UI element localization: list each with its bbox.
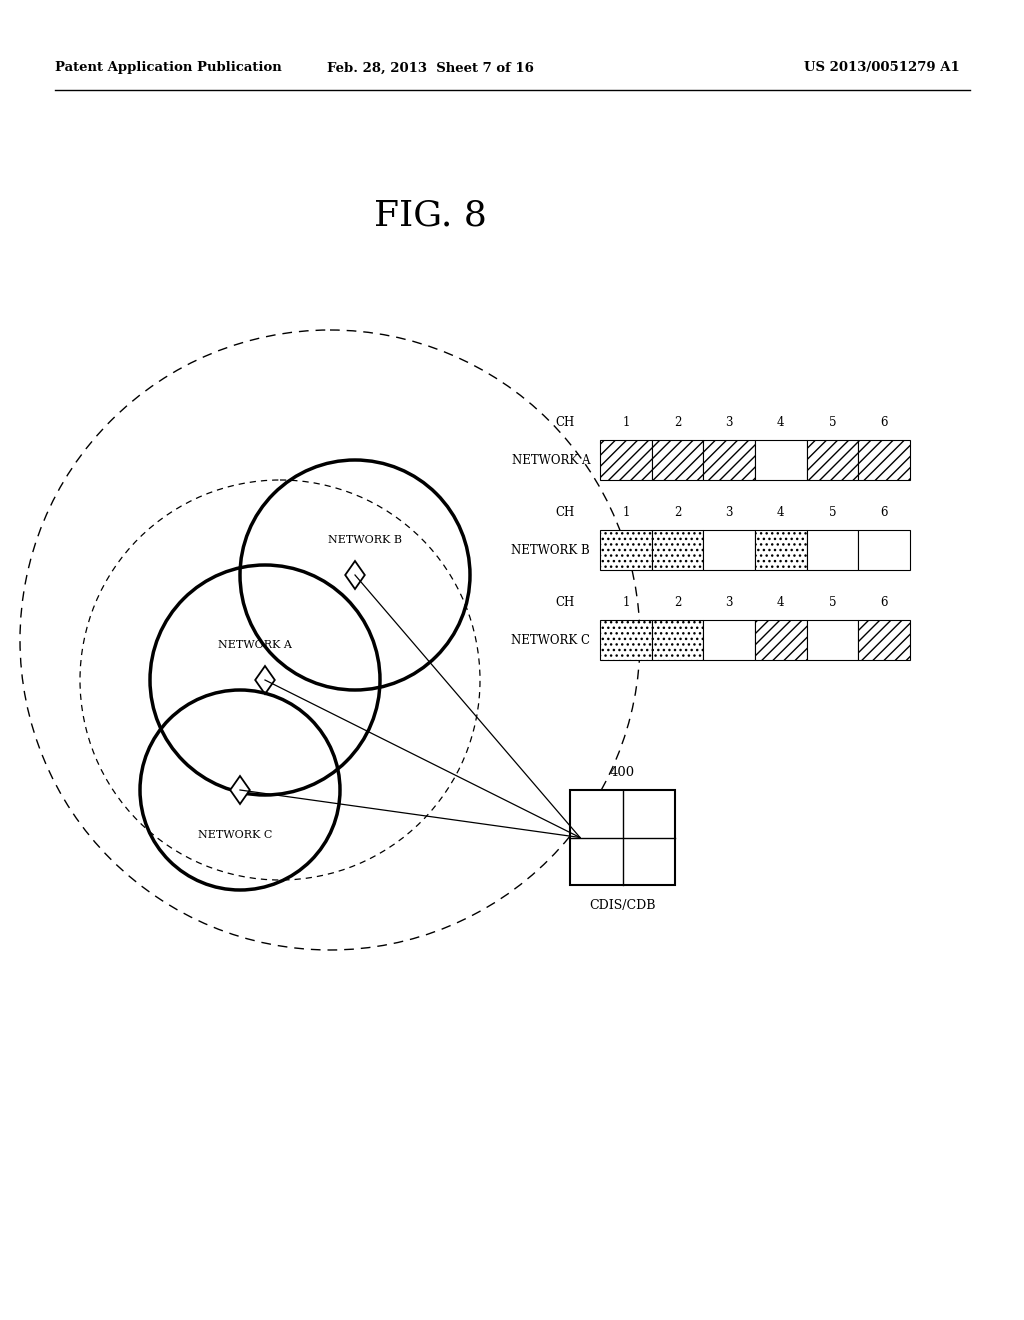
Bar — [755, 440, 807, 480]
Bar — [600, 620, 651, 660]
Bar — [651, 620, 703, 660]
Text: 6: 6 — [881, 506, 888, 519]
Text: CH: CH — [555, 595, 574, 609]
Bar — [807, 440, 858, 480]
Text: 400: 400 — [610, 766, 635, 779]
Text: CDIS/CDB: CDIS/CDB — [589, 899, 655, 912]
Text: 1: 1 — [623, 416, 630, 429]
Polygon shape — [345, 561, 365, 589]
Bar — [807, 531, 858, 570]
Text: NETWORK C: NETWORK C — [511, 634, 590, 647]
Bar — [651, 440, 703, 480]
Bar — [807, 620, 858, 660]
Text: NETWORK B: NETWORK B — [511, 544, 590, 557]
Text: NETWORK A: NETWORK A — [218, 640, 292, 649]
Bar — [651, 531, 703, 570]
Bar — [703, 620, 755, 660]
Text: 2: 2 — [674, 506, 681, 519]
Text: 2: 2 — [674, 416, 681, 429]
Text: CH: CH — [555, 506, 574, 519]
Text: 3: 3 — [725, 506, 733, 519]
Text: 5: 5 — [828, 595, 837, 609]
Bar — [755, 531, 807, 570]
Text: 3: 3 — [725, 416, 733, 429]
Text: 3: 3 — [725, 595, 733, 609]
Text: US 2013/0051279 A1: US 2013/0051279 A1 — [804, 62, 961, 74]
Bar — [600, 531, 651, 570]
Text: FIG. 8: FIG. 8 — [374, 198, 486, 232]
Bar — [703, 440, 755, 480]
Text: 1: 1 — [623, 506, 630, 519]
Text: 1: 1 — [623, 595, 630, 609]
Text: CH: CH — [555, 416, 574, 429]
Text: NETWORK C: NETWORK C — [198, 830, 272, 840]
Text: 5: 5 — [828, 416, 837, 429]
Polygon shape — [255, 667, 274, 694]
Bar — [755, 620, 807, 660]
Text: NETWORK B: NETWORK B — [328, 535, 402, 545]
Text: Feb. 28, 2013  Sheet 7 of 16: Feb. 28, 2013 Sheet 7 of 16 — [327, 62, 534, 74]
Bar — [858, 531, 910, 570]
Text: Patent Application Publication: Patent Application Publication — [55, 62, 282, 74]
Bar — [570, 789, 675, 884]
Bar — [858, 620, 910, 660]
Polygon shape — [230, 776, 250, 804]
Text: 4: 4 — [777, 595, 784, 609]
Text: 2: 2 — [674, 595, 681, 609]
Text: 6: 6 — [881, 595, 888, 609]
Text: 4: 4 — [777, 416, 784, 429]
Text: 5: 5 — [828, 506, 837, 519]
Bar — [858, 440, 910, 480]
Text: 4: 4 — [777, 506, 784, 519]
Text: 6: 6 — [881, 416, 888, 429]
Bar — [703, 531, 755, 570]
Bar — [600, 440, 651, 480]
Text: NETWORK A: NETWORK A — [512, 454, 590, 466]
